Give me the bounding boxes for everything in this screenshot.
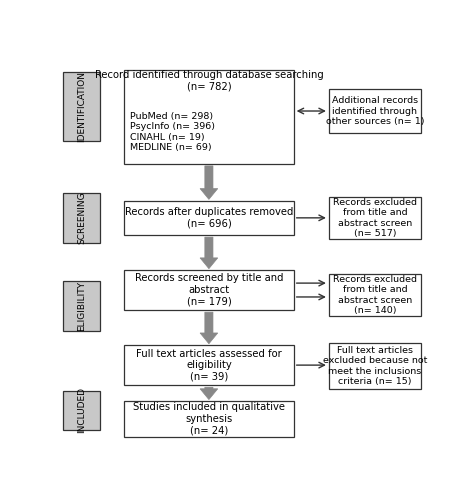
Text: PubMed (n= 298)
PsycInfo (n= 396)
CINAHL (n= 19)
MEDLINE (n= 69): PubMed (n= 298) PsycInfo (n= 396) CINAHL… bbox=[129, 112, 215, 152]
FancyBboxPatch shape bbox=[329, 196, 421, 239]
Text: Full text articles
excluded because not
meet the inclusions
criteria (n= 15): Full text articles excluded because not … bbox=[323, 346, 427, 386]
Text: INCLUDED: INCLUDED bbox=[77, 388, 86, 434]
Text: Full text articles assessed for
eligibility
(n= 39): Full text articles assessed for eligibil… bbox=[136, 348, 282, 382]
FancyBboxPatch shape bbox=[124, 200, 294, 235]
FancyBboxPatch shape bbox=[124, 270, 294, 310]
Text: Records excluded
from title and
abstract screen
(n= 140): Records excluded from title and abstract… bbox=[333, 275, 417, 315]
FancyBboxPatch shape bbox=[63, 72, 100, 141]
Polygon shape bbox=[200, 166, 218, 200]
FancyBboxPatch shape bbox=[63, 193, 100, 243]
Polygon shape bbox=[200, 312, 218, 344]
Text: Studies included in qualitative
synthesis
(n= 24): Studies included in qualitative synthesi… bbox=[133, 402, 285, 436]
FancyBboxPatch shape bbox=[329, 89, 421, 133]
Text: ELIGIBILITY: ELIGIBILITY bbox=[77, 282, 86, 332]
Text: Record identified through database searching
(n= 782): Record identified through database searc… bbox=[95, 70, 323, 92]
Text: Records screened by title and
abstract
(n= 179): Records screened by title and abstract (… bbox=[135, 274, 283, 306]
FancyBboxPatch shape bbox=[124, 345, 294, 386]
Polygon shape bbox=[200, 387, 218, 400]
FancyBboxPatch shape bbox=[63, 391, 100, 430]
Text: Records excluded
from title and
abstract screen
(n= 517): Records excluded from title and abstract… bbox=[333, 198, 417, 238]
FancyBboxPatch shape bbox=[329, 343, 421, 389]
Text: Additional records
identified through
other sources (n= 1): Additional records identified through ot… bbox=[326, 96, 424, 126]
Text: IDENTIFICATION: IDENTIFICATION bbox=[77, 70, 86, 142]
FancyBboxPatch shape bbox=[63, 282, 100, 332]
FancyBboxPatch shape bbox=[124, 70, 294, 164]
Polygon shape bbox=[200, 237, 218, 268]
Text: Records after duplicates removed
(n= 696): Records after duplicates removed (n= 696… bbox=[125, 207, 293, 229]
FancyBboxPatch shape bbox=[329, 274, 421, 316]
Text: SCREENING: SCREENING bbox=[77, 192, 86, 244]
FancyBboxPatch shape bbox=[124, 400, 294, 438]
